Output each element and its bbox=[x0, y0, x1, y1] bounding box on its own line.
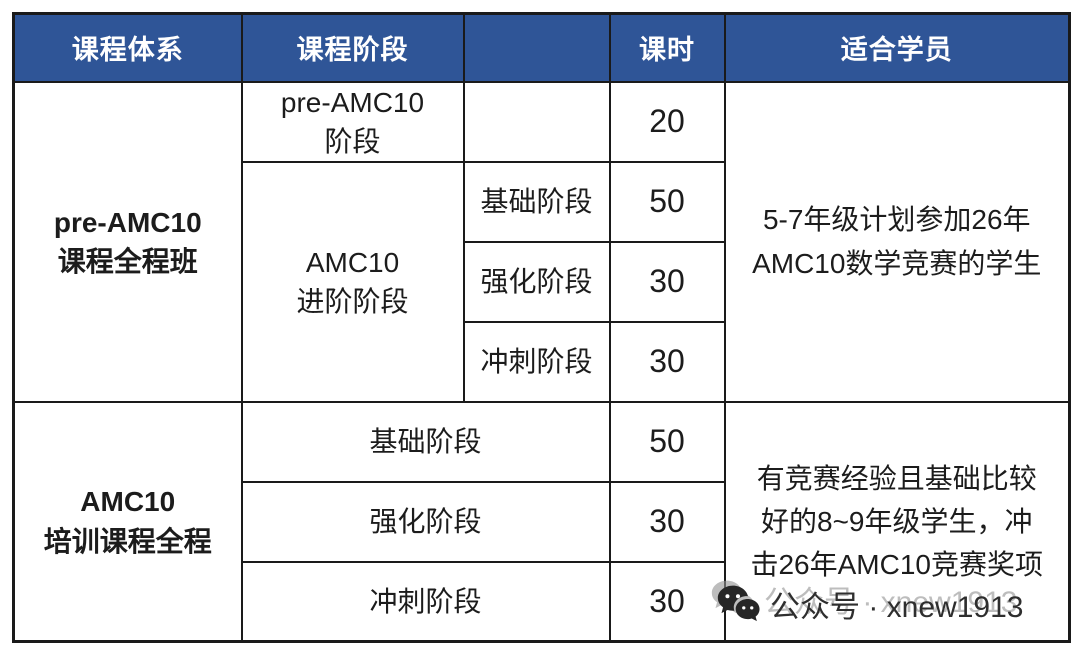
header-audience: 适合学员 bbox=[723, 12, 1071, 83]
watermark-text: 公众号 · xnew1913 bbox=[770, 591, 1024, 624]
cell-stage-amc10-advanced: AMC10 进阶阶段 bbox=[240, 160, 465, 403]
header-course-stage: 课程阶段 bbox=[240, 12, 465, 83]
header-course-system: 课程体系 bbox=[12, 12, 243, 83]
cell-substage-empty bbox=[462, 80, 611, 163]
cell-substage-intensive: 强化阶段 bbox=[462, 240, 611, 323]
header-hours: 课时 bbox=[608, 12, 726, 83]
cell-stage-pre-amc10: pre-AMC10 阶段 bbox=[240, 80, 465, 163]
cell-audience-group1: 5-7年级计划参加26年 AMC10数学竞赛的学生 bbox=[723, 80, 1071, 403]
cell-stage-basic-g2: 基础阶段 bbox=[240, 400, 611, 483]
watermark: 公众号 · xnew1913 bbox=[716, 582, 1023, 626]
wechat-icon bbox=[717, 585, 760, 622]
cell-hours-intensive: 30 bbox=[608, 240, 726, 323]
cell-system-amc10-training: AMC10 培训课程全程 bbox=[12, 400, 243, 643]
table-row: 强化阶段 30 bbox=[14, 480, 1070, 563]
header-substage-empty bbox=[462, 12, 611, 83]
table-row: AMC10 进阶阶段 基础阶段 50 bbox=[14, 160, 1070, 403]
cell-stage-intensive-g2: 强化阶段 bbox=[240, 480, 611, 563]
course-table: 课程体系 课程阶段 课时 适合学员 pre-AMC10 课程全程班 pre-AM… bbox=[12, 12, 1071, 644]
cell-hours-basic-g2: 50 bbox=[608, 400, 726, 483]
cell-system-pre-amc10: pre-AMC10 课程全程班 bbox=[12, 80, 243, 403]
cell-hours-basic: 50 bbox=[608, 160, 726, 243]
cell-audience-group2: 有竞赛经验且基础比较 好的8~9年级学生，冲 击26年AMC10竞赛奖项 bbox=[723, 400, 1071, 643]
table-header-row: 课程体系 课程阶段 课时 适合学员 bbox=[12, 12, 1071, 83]
cell-substage-basic: 基础阶段 bbox=[462, 160, 611, 243]
table-row: AMC10 培训课程全程 基础阶段 50 有竞赛经验且基础比较 好的8~9年级学… bbox=[12, 400, 1071, 643]
cell-hours-sprint: 30 bbox=[608, 320, 726, 403]
table-row: 冲刺阶段 30 bbox=[14, 320, 1070, 403]
cell-hours-sprint-g2: 30 bbox=[608, 560, 726, 643]
cell-substage-sprint: 冲刺阶段 bbox=[462, 320, 611, 403]
cell-hours-intensive-g2: 30 bbox=[608, 480, 726, 563]
cell-stage-sprint-g2: 冲刺阶段 bbox=[240, 560, 611, 643]
cell-hours-pre-amc10: 20 bbox=[608, 80, 726, 163]
table-row: pre-AMC10 课程全程班 pre-AMC10 阶段 20 5-7年级计划参… bbox=[12, 80, 1071, 403]
table-row: 强化阶段 30 bbox=[14, 240, 1070, 323]
table-row: 冲刺阶段 30 bbox=[14, 560, 1070, 643]
